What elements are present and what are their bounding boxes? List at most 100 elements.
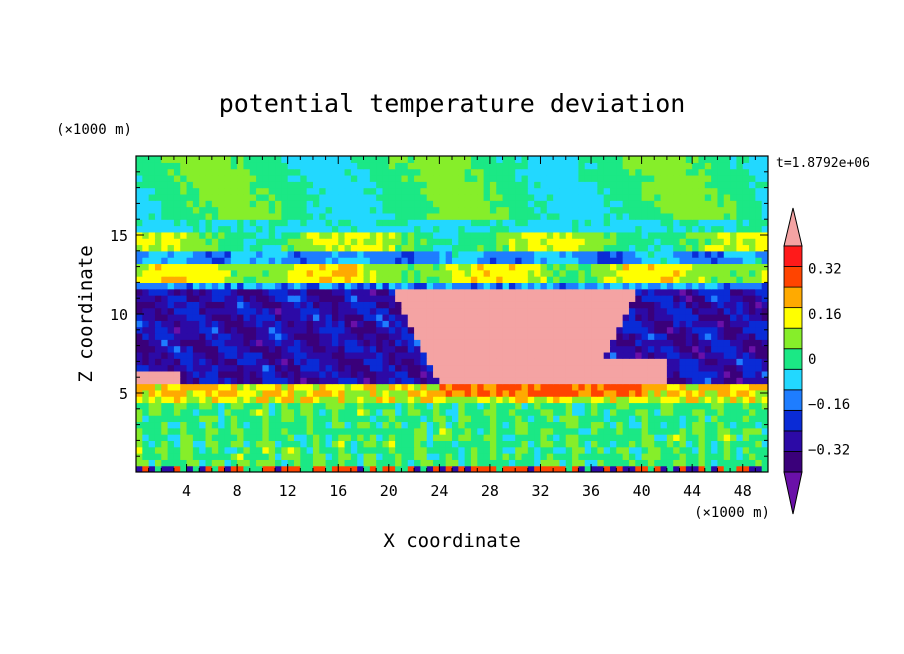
field-cell [218,181,225,188]
field-cell [439,188,446,195]
field-cell [155,339,162,346]
field-cell [642,263,649,270]
field-cell [427,289,434,296]
field-cell [256,207,263,214]
field-cell [597,181,604,188]
field-cell [528,219,535,226]
field-cell [224,314,231,321]
field-cell [642,371,649,378]
field-cell [439,447,446,454]
field-cell [408,282,415,289]
field-cell [730,428,737,435]
field-cell [522,257,529,264]
field-cell [345,358,352,365]
field-cell [155,428,162,435]
field-cell [199,289,206,296]
field-cell [755,339,762,346]
field-cell [168,327,175,334]
field-cell [610,213,617,220]
field-cell [705,232,712,239]
field-cell [408,358,415,365]
field-cell [180,402,187,409]
field-cell [667,162,674,169]
field-cell [395,327,402,334]
field-cell [262,377,269,384]
field-cell [724,440,731,447]
field-cell [743,327,750,334]
field-cell [307,453,314,460]
field-cell [243,402,250,409]
field-cell [136,219,143,226]
field-cell [237,219,244,226]
field-cell [604,459,611,466]
field-cell [382,346,389,353]
field-cell [275,327,282,334]
field-cell [667,453,674,460]
field-cell [686,188,693,195]
field-cell [351,371,358,378]
field-cell [692,434,699,441]
field-cell [503,377,510,384]
field-cell [724,308,731,315]
field-cell [338,308,345,315]
field-cell [364,188,371,195]
field-cell [136,226,143,233]
field-cell [338,384,345,391]
field-cell [452,263,459,270]
field-cell [288,282,295,289]
field-cell [307,371,314,378]
field-cell [522,339,529,346]
field-cell [269,207,276,214]
field-cell [705,371,712,378]
field-cell [648,181,655,188]
field-cell [465,200,472,207]
field-cell [300,219,307,226]
field-cell [231,194,238,201]
field-cell [408,459,415,466]
field-cell [604,409,611,416]
field-cell [667,415,674,422]
field-cell [262,257,269,264]
field-cell [540,377,547,384]
field-cell [307,188,314,195]
field-cell [433,181,440,188]
field-cell [218,289,225,296]
field-cell [199,156,206,163]
field-cell [307,339,314,346]
field-cell [680,213,687,220]
field-cell [496,415,503,422]
field-cell [578,365,585,372]
field-cell [477,396,484,403]
field-cell [667,440,674,447]
field-cell [351,251,358,258]
field-cell [319,371,326,378]
field-cell [755,409,762,416]
field-cell [187,188,194,195]
field-cell [420,314,427,321]
field-cell [262,188,269,195]
field-cell [623,257,630,264]
field-cell [515,226,522,233]
field-cell [591,396,598,403]
field-cell [307,263,314,270]
field-cell [465,365,472,372]
field-cell [174,207,181,214]
field-cell [149,415,156,422]
field-cell [446,295,453,302]
field-cell [224,295,231,302]
field-cell [401,396,408,403]
field-cell [705,181,712,188]
field-cell [382,301,389,308]
field-cell [174,181,181,188]
field-cell [471,396,478,403]
field-cell [698,377,705,384]
field-cell [275,175,282,182]
field-cell [401,421,408,428]
field-cell [433,365,440,372]
field-cell [540,365,547,372]
field-cell [269,402,276,409]
field-cell [408,377,415,384]
field-cell [168,459,175,466]
field-cell [540,314,547,321]
field-cell [319,194,326,201]
